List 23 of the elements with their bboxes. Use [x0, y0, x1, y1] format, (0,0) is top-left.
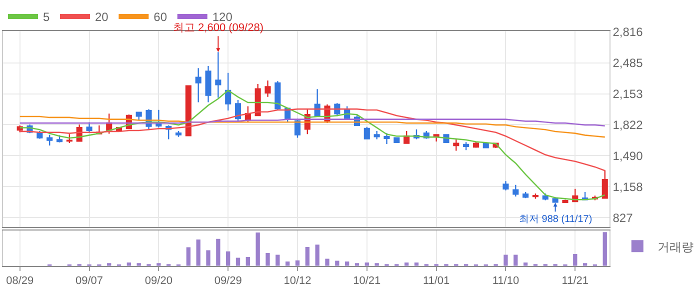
y-tick-label: 2,816: [612, 25, 644, 40]
x-tick-label: 11/10: [492, 275, 520, 288]
x-tick-label: 10/21: [353, 275, 381, 288]
y-tick-label: 827: [612, 210, 634, 225]
legend-label: 60: [154, 10, 168, 24]
y-tick-label: 2,485: [612, 56, 644, 70]
x-tick-label: 11/01: [422, 275, 450, 288]
annotation: 최저 988 (11/17): [519, 214, 592, 225]
x-tick-label: 09/20: [144, 275, 172, 288]
legend-label: 20: [95, 10, 109, 24]
x-tick-label: 08/29: [6, 275, 34, 288]
annotation: 최고 2,600 (09/28): [173, 22, 264, 34]
y-tick-label: 1,158: [612, 180, 644, 194]
y-tick-label: 1,490: [612, 148, 644, 163]
x-tick-label: 11/21: [562, 275, 588, 288]
x-tick-label: 10/12: [284, 275, 312, 288]
legend-label: 120: [212, 10, 233, 24]
x-tick-label: 09/07: [76, 275, 104, 288]
legend-label: 5: [43, 10, 50, 24]
y-tick-label: 2,153: [612, 87, 644, 102]
legend-label: 거래량: [657, 240, 694, 254]
y-tick-label: 1,822: [612, 118, 644, 132]
x-tick-label: 09/29: [214, 275, 242, 288]
